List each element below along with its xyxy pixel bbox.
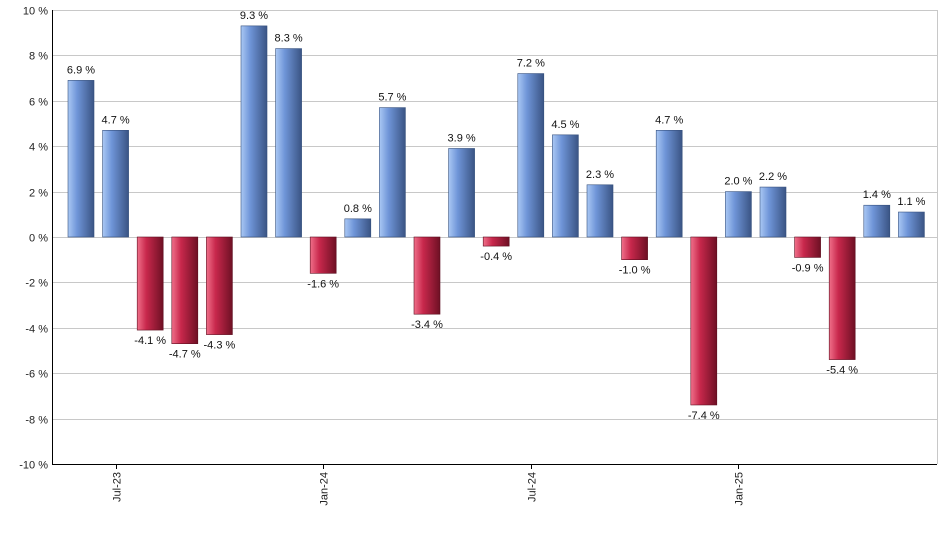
data-label: 4.5 %	[551, 119, 579, 131]
data-label: 9.3 %	[240, 10, 268, 22]
y-tick-label: 10 %	[23, 6, 48, 18]
data-label: -1.0 %	[619, 265, 651, 277]
data-label: -4.1 %	[134, 335, 166, 347]
bar	[759, 186, 787, 238]
y-tick-label: -2 %	[25, 278, 48, 290]
y-tick-label: 6 %	[29, 97, 48, 109]
axes: 10 % 8 % 6 % 4 % 2 % 0 % -2 % -4 % -6 % -8 % -10 %…	[19, 6, 937, 506]
bar	[898, 211, 925, 238]
data-label: 4.7 %	[655, 114, 683, 126]
y-tick-label: 8 %	[29, 51, 48, 63]
bars	[67, 25, 925, 406]
bar	[102, 130, 129, 238]
bar	[690, 236, 718, 406]
data-label: 8.3 %	[275, 33, 303, 45]
data-label: 2.2 %	[759, 171, 787, 183]
data-label: 6.9 %	[67, 64, 95, 76]
data-label: 2.0 %	[724, 176, 752, 188]
bar	[413, 236, 441, 315]
x-tick-label: Jan-25	[734, 472, 746, 506]
data-label: 0.8 %	[344, 203, 372, 215]
data-label: -1.6 %	[307, 278, 339, 290]
bar	[552, 134, 579, 238]
bar	[344, 218, 372, 238]
bar	[863, 204, 891, 238]
y-tick-label: 0 %	[29, 233, 48, 245]
data-label: 1.1 %	[897, 196, 925, 208]
data-label: 2.3 %	[586, 169, 614, 181]
bar	[828, 236, 856, 360]
data-label: -0.4 %	[480, 251, 512, 263]
data-label: -5.4 %	[826, 365, 858, 377]
data-label: 5.7 %	[378, 92, 406, 104]
bar	[517, 73, 545, 238]
y-tick-label: -10 %	[19, 460, 48, 472]
bar	[171, 236, 199, 344]
bar	[655, 130, 683, 238]
data-label: -4.7 %	[169, 349, 201, 361]
y-tick-label: -8 %	[25, 415, 48, 427]
data-label: 4.7 %	[102, 114, 130, 126]
bar	[794, 236, 821, 258]
y-tick-label: 4 %	[29, 142, 48, 154]
bar	[240, 25, 268, 238]
bar	[621, 236, 648, 261]
bar	[586, 184, 614, 238]
data-label: -0.9 %	[792, 262, 824, 274]
y-tick-label: -4 %	[25, 324, 48, 336]
bar	[379, 107, 406, 238]
y-tick-label: -6 %	[25, 369, 48, 381]
bar	[725, 191, 752, 238]
bar	[309, 236, 337, 274]
data-label: 1.4 %	[863, 189, 891, 201]
data-label: -4.3 %	[204, 340, 236, 352]
data-label: 7.2 %	[517, 58, 545, 70]
x-tick-label: Jan-24	[319, 472, 331, 506]
y-tick-label: 2 %	[29, 188, 48, 200]
x-tick-label: Jul-23	[112, 472, 124, 502]
bar	[448, 148, 475, 238]
bar	[136, 236, 164, 331]
bar	[67, 80, 95, 238]
bar	[275, 48, 302, 238]
bar	[206, 236, 233, 335]
bar	[482, 236, 510, 247]
data-label: -3.4 %	[411, 319, 443, 331]
data-label: 3.9 %	[448, 132, 476, 144]
x-tick-label: Jul-24	[527, 472, 539, 502]
data-label: -7.4 %	[688, 410, 720, 422]
data-labels: 6.9 % 4.7 % -4.1 %-4.7 %-4.3 % 9.3 % 8.3 % -1…	[67, 10, 926, 422]
